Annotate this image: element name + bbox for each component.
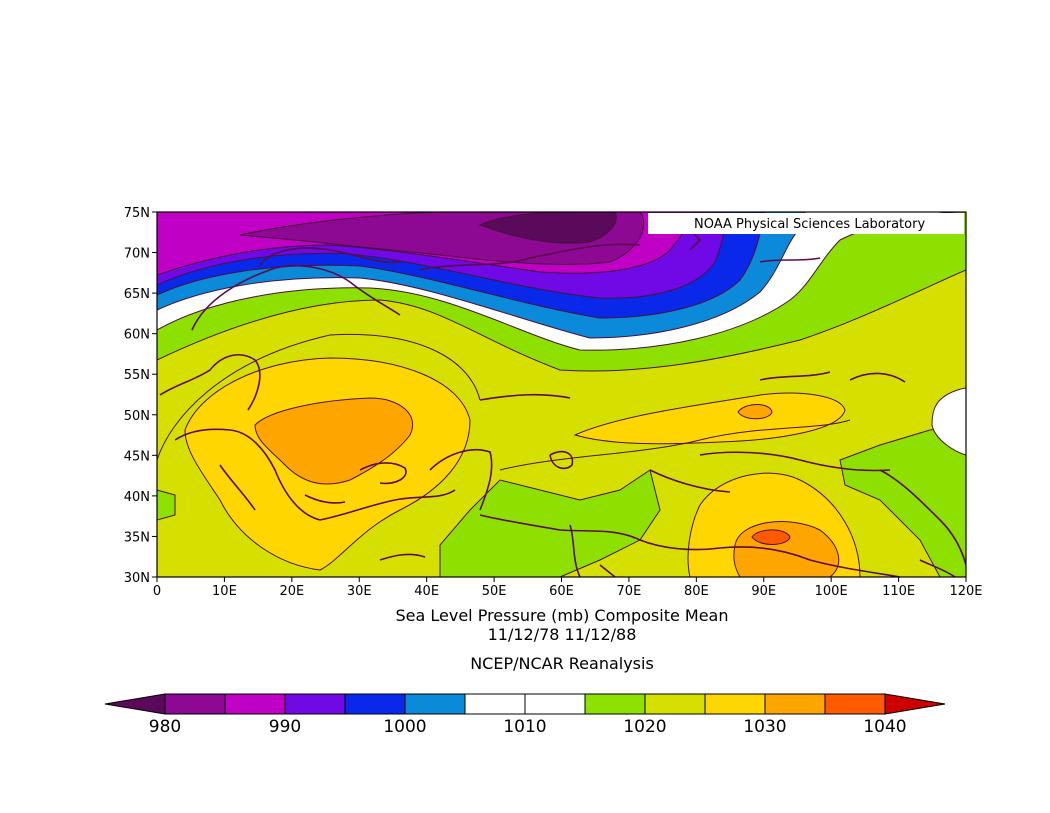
lat-label: 50N xyxy=(124,409,150,424)
title-line-1: Sea Level Pressure (mb) Composite Mean xyxy=(396,606,729,625)
lat-label: 60N xyxy=(124,328,150,343)
colorbar-label: 1000 xyxy=(383,717,426,737)
lon-label: 10E xyxy=(212,584,237,599)
lon-label: 120E xyxy=(949,584,982,599)
longitude-axis: 0 10E 20E 30E 40E 50E 60E 70E 80E 90E 100E 110E 120E xyxy=(153,577,983,599)
lat-label: 40N xyxy=(124,490,150,505)
colorbar-box xyxy=(584,693,646,715)
lat-label: 30N xyxy=(124,571,150,586)
lon-label: 70E xyxy=(617,584,642,599)
colorbar-box xyxy=(524,693,586,715)
lon-label: 40E xyxy=(414,584,439,599)
lon-label: 50E xyxy=(482,584,507,599)
lat-label: 70N xyxy=(124,247,150,262)
band-1025-asia xyxy=(573,392,846,445)
colorbar-label: 1040 xyxy=(863,717,906,737)
colorbar-label: 1020 xyxy=(623,717,666,737)
colorbar-left-arrow xyxy=(104,693,166,715)
colorbar-box xyxy=(284,693,346,715)
colorbar-label: 980 xyxy=(149,717,181,737)
lat-label: 55N xyxy=(124,368,150,383)
band-1030-asia-small xyxy=(737,404,773,420)
band-1020-west xyxy=(157,489,176,521)
colorbar-box xyxy=(824,693,886,715)
colorbar: 980 990 1000 1010 1020 1030 1040 xyxy=(104,693,946,737)
colorbar-box xyxy=(344,693,406,715)
band-1010-east xyxy=(931,387,966,456)
title-line-3: NCEP/NCAR Reanalysis xyxy=(470,654,654,673)
lat-label: 75N xyxy=(124,206,150,221)
band-1035-tibet xyxy=(751,529,791,545)
lat-label: 35N xyxy=(124,530,150,545)
attribution-text: NOAA Physical Sciences Laboratory xyxy=(694,217,925,232)
lon-label: 80E xyxy=(684,584,709,599)
lon-label: 30E xyxy=(347,584,372,599)
isobar-line xyxy=(499,419,851,471)
colorbar-box xyxy=(764,693,826,715)
map-panel: NOAA Physical Sciences Laboratory xyxy=(157,212,966,577)
title-line-2: 11/12/78 11/12/88 xyxy=(488,625,637,644)
colorbar-box xyxy=(404,693,466,715)
isobar-line xyxy=(157,333,481,461)
lon-label: 110E xyxy=(882,584,915,599)
band-980 xyxy=(478,212,617,244)
lon-label: 20E xyxy=(279,584,304,599)
lon-label: 100E xyxy=(815,584,848,599)
attribution-box xyxy=(648,213,964,234)
latitude-axis: 75N 70N 65N 60N 55N 50N 45N 40N 35N 30N xyxy=(124,206,157,586)
colorbar-box xyxy=(644,693,706,715)
colorbar-box xyxy=(224,693,286,715)
lon-label: 60E xyxy=(549,584,574,599)
lon-label: 90E xyxy=(751,584,776,599)
coastlines xyxy=(159,229,966,577)
colorbar-label: 1010 xyxy=(503,717,546,737)
band-1020-central xyxy=(439,469,661,577)
colorbar-right-arrow xyxy=(884,693,946,715)
band-1020-east xyxy=(839,424,966,577)
colorbar-box xyxy=(704,693,766,715)
colorbar-box xyxy=(464,693,526,715)
colorbar-label: 990 xyxy=(269,717,301,737)
band-1030-europe xyxy=(254,397,413,485)
lat-label: 65N xyxy=(124,287,150,302)
lat-label: 45N xyxy=(124,449,150,464)
colorbar-label: 1030 xyxy=(743,717,786,737)
lon-label: 0 xyxy=(153,584,161,599)
colorbar-box xyxy=(164,693,226,715)
